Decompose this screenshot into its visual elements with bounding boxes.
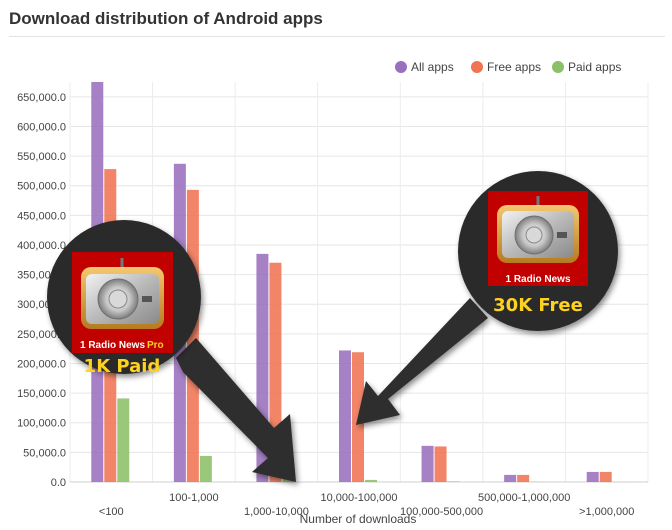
callout-app-name: 1 Radio News [505, 274, 570, 285]
callout-free: 1 Radio News 30K Free [458, 171, 618, 331]
y-tick-label: 650,000.0 [17, 92, 66, 104]
x-axis-ticks: <100 100-1,000 1,000-10,000 10,000-100,0001… [99, 492, 635, 518]
bar-free-apps[interactable] [434, 446, 447, 482]
x-tick-label: 1,000-10,000 [244, 506, 309, 518]
bar-all-apps[interactable] [339, 350, 351, 482]
bar-all-apps[interactable] [421, 445, 434, 482]
bar-free-apps[interactable] [599, 471, 612, 482]
x-tick-label: >1,000,000 [579, 506, 634, 518]
bar-paid-apps[interactable] [199, 455, 212, 482]
bar-all-apps[interactable] [504, 474, 517, 482]
bar-paid-apps[interactable] [447, 481, 460, 482]
legend-marker[interactable] [395, 61, 407, 73]
legend-item-label[interactable]: Paid apps [568, 60, 621, 74]
y-tick-label: 50,000.0 [23, 447, 66, 459]
x-tick-label: 500,000-1,000,000 [478, 492, 570, 504]
x-axis-label: Number of downloads [300, 512, 417, 526]
legend-item-label[interactable]: All apps [411, 60, 454, 74]
y-tick-label: 450,000.0 [17, 210, 66, 222]
callout-caption: 30K Free [493, 295, 583, 316]
radio-app-icon [488, 191, 588, 286]
y-tick-label: 200,000.0 [17, 358, 66, 370]
legend[interactable]: All apps Free apps Paid apps [395, 60, 621, 74]
x-tick-label: 100,000-500,000 [400, 506, 483, 518]
title-divider [9, 36, 665, 37]
x-tick-label: <100 [99, 506, 124, 518]
y-tick-label: 100,000.0 [17, 418, 66, 430]
page-title: Download distribution of Android apps [9, 9, 323, 28]
y-tick-label: 400,000.0 [17, 240, 66, 252]
bar-paid-apps[interactable] [117, 398, 130, 482]
callout-arrows [176, 298, 488, 482]
bar-paid-apps[interactable] [365, 479, 377, 482]
y-tick-label: 550,000.0 [17, 151, 66, 163]
y-axis-ticks: 0.0 50,000.0 100,000.0 150,000.0 200,000.0 25… [17, 92, 66, 489]
x-tick-label: 100-1,000 [169, 492, 219, 504]
y-tick-label: 0.0 [51, 477, 66, 489]
x-tick-label: 10,000-100,000 [320, 492, 397, 504]
radio-app-icon [72, 252, 173, 353]
callout-paid: 1 Radio News Pro 1K Paid [47, 220, 201, 377]
callout-app-name: 1 Radio News [80, 340, 145, 351]
bar-all-apps[interactable] [586, 471, 599, 482]
arrow-paid [176, 338, 296, 482]
y-tick-label: 600,000.0 [17, 121, 66, 133]
callout-caption: 1K Paid [84, 356, 161, 377]
legend-marker[interactable] [552, 61, 564, 73]
legend-marker[interactable] [471, 61, 483, 73]
bar-free-apps[interactable] [517, 474, 530, 482]
y-tick-label: 250,000.0 [17, 329, 66, 341]
y-tick-label: 150,000.0 [17, 388, 66, 400]
y-tick-label: 500,000.0 [17, 181, 66, 193]
arrow-free [356, 298, 488, 425]
callout-app-suffix: Pro [147, 340, 164, 351]
legend-item-label[interactable]: Free apps [487, 60, 541, 74]
